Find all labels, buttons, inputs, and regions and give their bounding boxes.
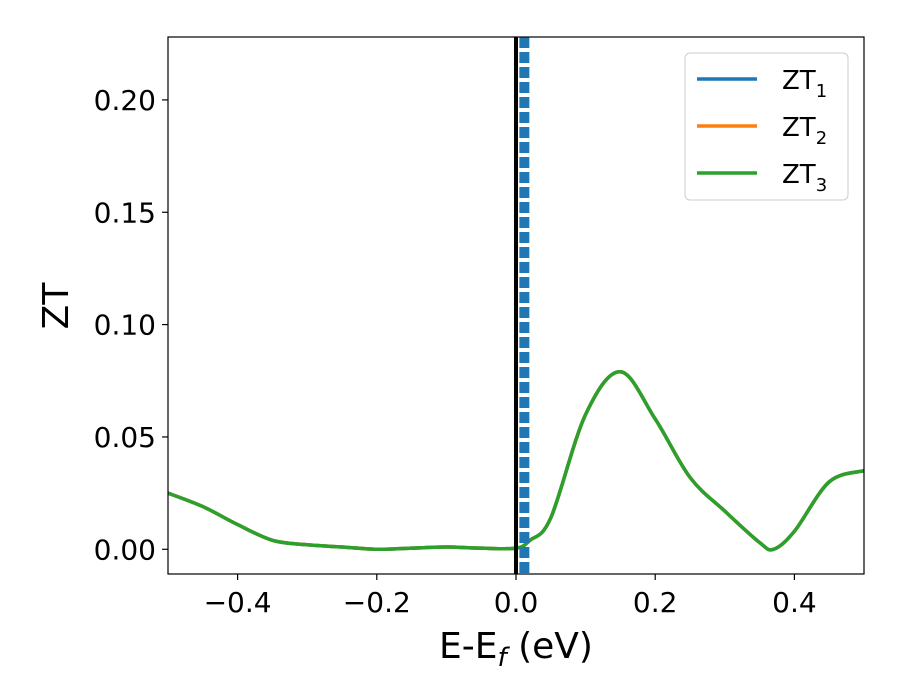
y-tick-label: 0.15	[94, 196, 156, 229]
legend-label-2: ZT2	[782, 113, 827, 149]
legend-box	[684, 52, 849, 201]
x-axis-title: E-Ef (eV)	[439, 626, 593, 673]
series-layer	[168, 370, 864, 552]
x-tick-label: 0.0	[494, 586, 539, 619]
legend-label-1: ZT1	[782, 66, 827, 102]
series-line-3	[168, 370, 864, 552]
x-tick-label: 0.4	[772, 586, 817, 619]
legend-label-3: ZT3	[782, 160, 827, 196]
y-axis-title: ZT	[36, 282, 77, 330]
x-tick-label: −0.2	[343, 586, 411, 619]
y-axis: 0.00 0.05 0.10 0.15 0.20	[94, 84, 168, 566]
y-tick-label: 0.20	[94, 84, 156, 117]
x-tick-label: 0.2	[633, 586, 678, 619]
vertical-lines-layer	[514, 37, 530, 574]
x-tick-label: −0.4	[204, 586, 272, 619]
plot-area	[168, 37, 864, 574]
y-tick-label: 0.10	[94, 309, 156, 342]
legend: ZT1 ZT2 ZT3	[684, 52, 849, 201]
y-tick-label: 0.00	[94, 533, 156, 566]
x-axis: −0.4 −0.2 0.0 0.2 0.4	[204, 574, 817, 619]
y-tick-label: 0.05	[94, 421, 156, 454]
